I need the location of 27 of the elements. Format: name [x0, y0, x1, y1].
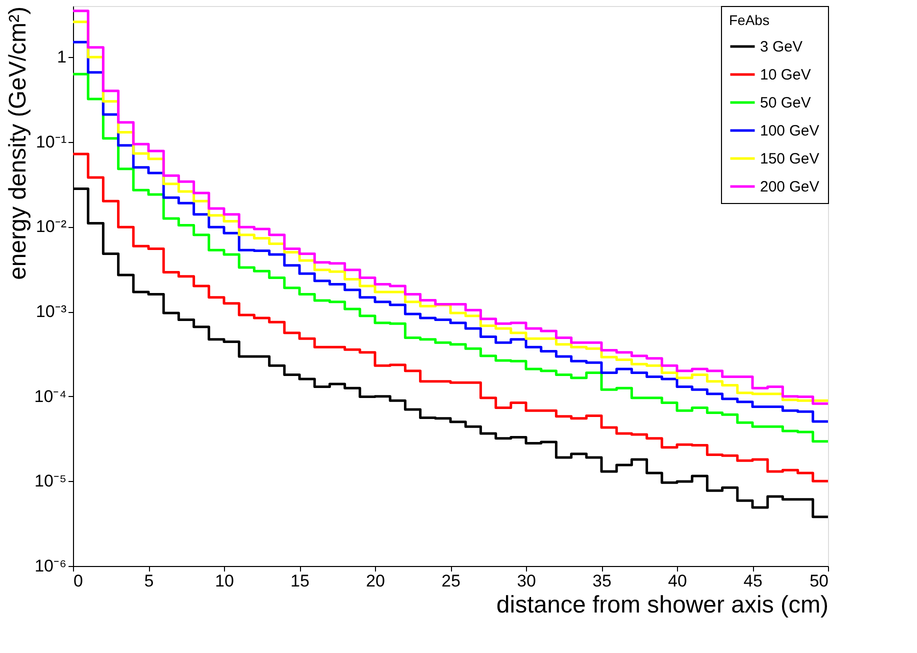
- legend-label: 50 GeV: [760, 94, 811, 112]
- x-tick-label: 45: [744, 572, 762, 590]
- x-tick-label: 0: [74, 572, 83, 590]
- legend-label: 200 GeV: [760, 178, 820, 196]
- y-tick-label: 10⁻⁶: [34, 556, 66, 576]
- x-tick-label: 35: [592, 572, 612, 590]
- legend-label: 3 GeV: [760, 38, 803, 56]
- y-tick-label: 1: [57, 48, 66, 67]
- legend-label: 150 GeV: [760, 150, 820, 168]
- x-axis-title: distance from shower axis (cm): [496, 592, 828, 618]
- x-tick-label: 30: [517, 572, 536, 590]
- legend-label: 100 GeV: [760, 122, 820, 140]
- legend-title: FeAbs: [729, 12, 770, 28]
- y-tick-label: 10⁻⁴: [34, 386, 66, 406]
- x-tick-label: 5: [144, 572, 154, 590]
- legend-label: 10 GeV: [760, 66, 811, 84]
- y-tick-label: 10⁻³: [36, 302, 67, 322]
- x-tick-label: 10: [215, 572, 234, 590]
- x-tick-label: 20: [366, 572, 385, 590]
- y-tick-label: 10⁻¹: [36, 132, 67, 152]
- x-tick-label: 25: [442, 572, 460, 590]
- y-tick-label: 10⁻⁵: [34, 472, 66, 491]
- y-axis-title: energy density (GeV/cm²): [4, 6, 32, 280]
- x-tick-label: 15: [290, 572, 310, 590]
- x-tick-label: 40: [668, 572, 687, 590]
- y-tick-label: 10⁻²: [36, 217, 67, 236]
- x-tick-label: 50: [810, 572, 828, 590]
